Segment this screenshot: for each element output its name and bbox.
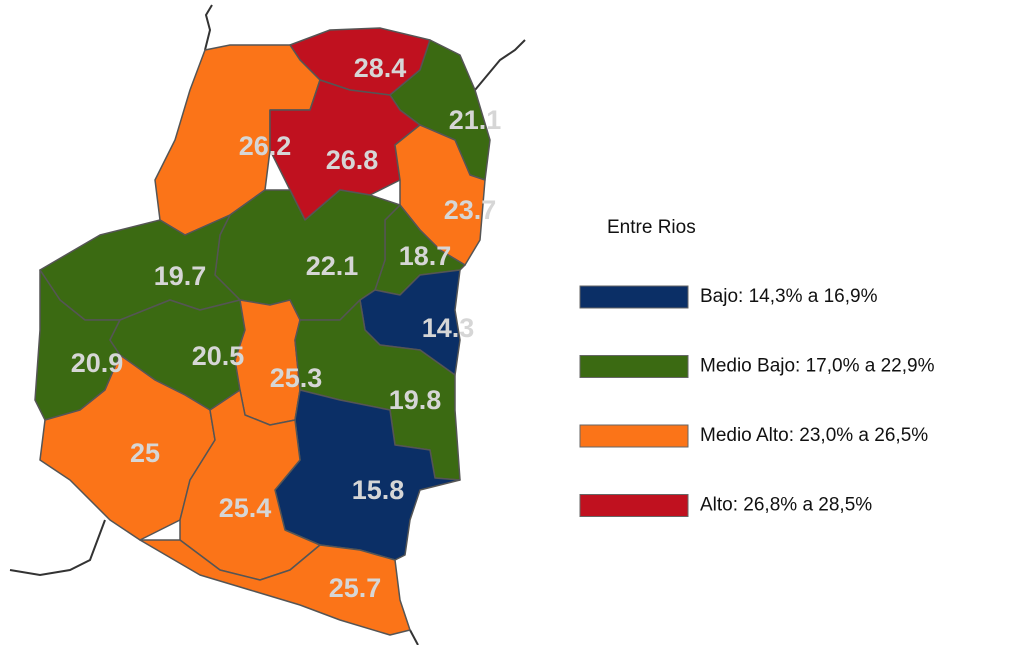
region-value: 25.3 bbox=[270, 363, 323, 393]
region-value: 19.8 bbox=[389, 385, 442, 415]
region-value: 25.7 bbox=[329, 573, 382, 603]
legend-label: Medio Alto: 23,0% a 26,5% bbox=[700, 425, 928, 446]
region-value: 25.4 bbox=[219, 493, 272, 523]
region-value: 23.7 bbox=[444, 195, 497, 225]
river bbox=[9, 519, 106, 577]
rivers bbox=[9, 4, 526, 645]
river bbox=[409, 629, 419, 645]
legend-label: Bajo: 14,3% a 16,9% bbox=[700, 286, 878, 307]
region-value: 20.5 bbox=[192, 341, 245, 371]
legend-title: Entre Rios bbox=[607, 217, 696, 238]
region-value: 22.1 bbox=[306, 251, 359, 281]
legend-swatch bbox=[579, 424, 689, 448]
legend-swatch bbox=[579, 285, 689, 309]
region-value: 14.3 bbox=[422, 313, 475, 343]
region-value: 26.8 bbox=[326, 145, 379, 175]
legend: Bajo: 14,3% a 16,9% Medio Bajo: 17,0% a 2… bbox=[579, 285, 935, 517]
region-value: 21.1 bbox=[449, 105, 502, 135]
region-value: 25 bbox=[130, 438, 160, 468]
legend-label: Alto: 26,8% a 28,5% bbox=[700, 495, 872, 516]
region bbox=[139, 539, 411, 636]
river bbox=[204, 4, 213, 51]
region-value: 28.4 bbox=[354, 53, 407, 83]
regions bbox=[34, 27, 491, 636]
region bbox=[154, 44, 321, 236]
region-value: 15.8 bbox=[352, 475, 405, 505]
region-value: 19.7 bbox=[154, 261, 207, 291]
region-value: 18.7 bbox=[399, 241, 452, 271]
legend-swatch bbox=[579, 494, 689, 517]
region bbox=[39, 214, 241, 321]
region-value: 20.9 bbox=[71, 348, 124, 378]
river bbox=[474, 39, 526, 91]
region-value: 26.2 bbox=[239, 131, 292, 161]
legend-swatch bbox=[579, 355, 689, 378]
legend-label: Medio Bajo: 17,0% a 22,9% bbox=[700, 356, 935, 377]
value-labels: 28.4 21.1 26.2 26.8 23.7 18.7 22.1 19.7 14.3 20.9… bbox=[71, 53, 502, 603]
